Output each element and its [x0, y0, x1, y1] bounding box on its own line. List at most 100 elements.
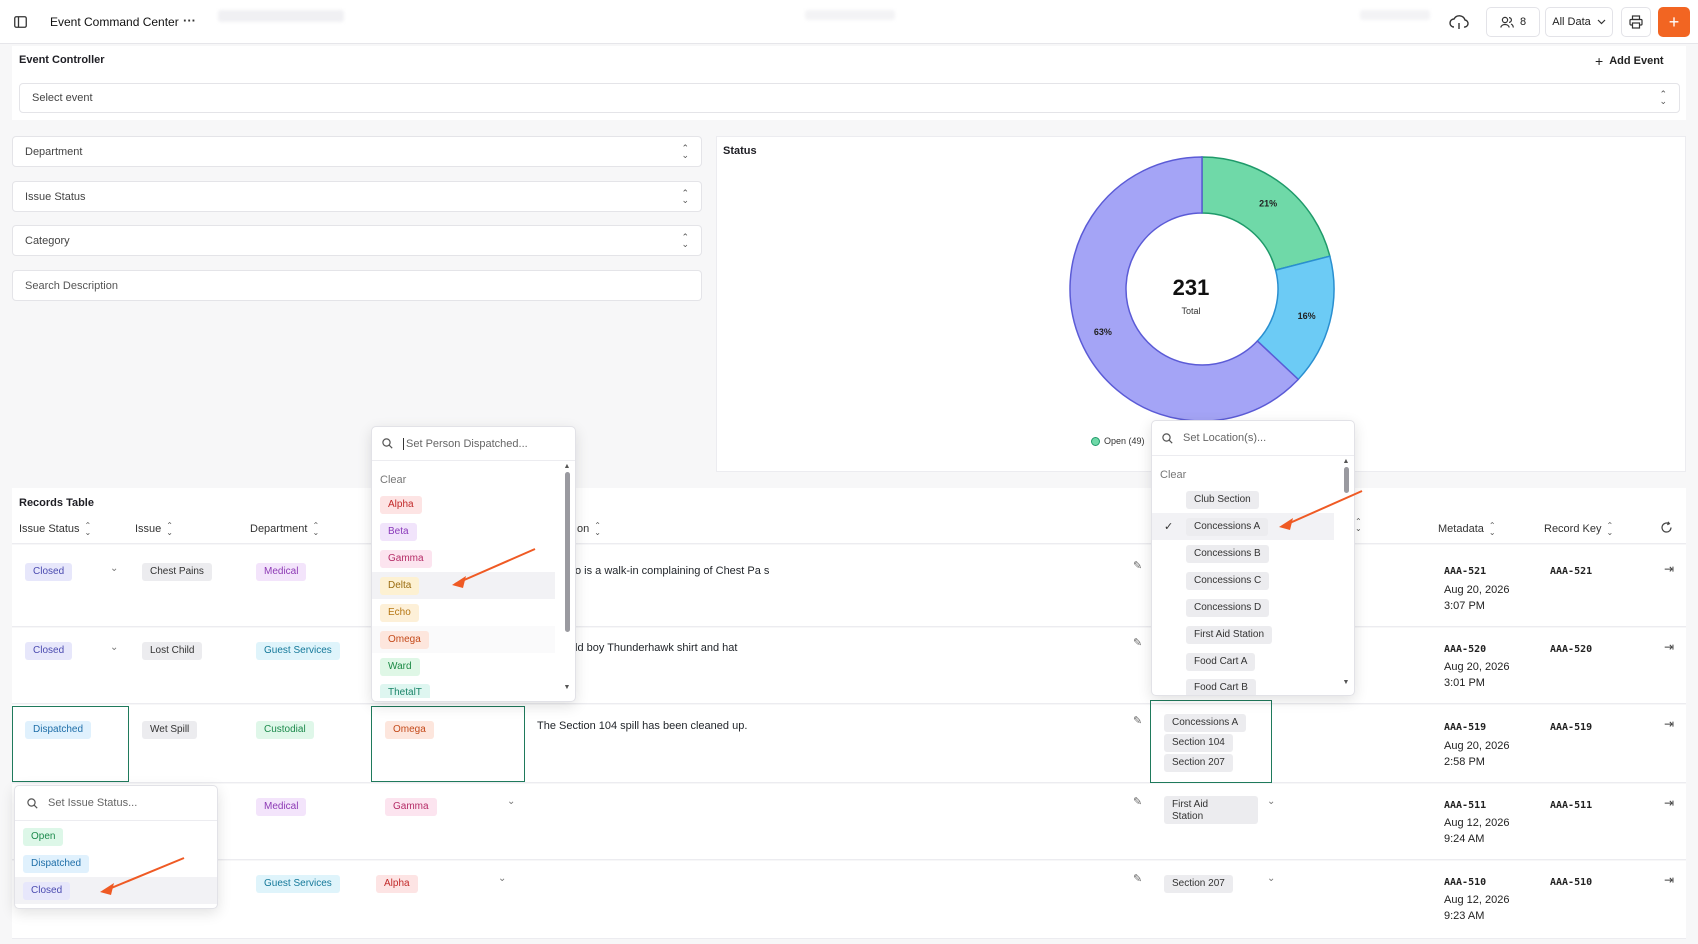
location-option[interactable]: Concessions C — [1152, 567, 1354, 594]
location-dropdown: Set Location(s)... Clear Club Section ✓ … — [1151, 420, 1355, 696]
location-badge: Section 207 — [1164, 875, 1233, 893]
data-filter-dropdown[interactable]: All Data — [1545, 7, 1613, 37]
person-badge[interactable]: Gamma — [385, 798, 437, 816]
issue-status-option[interactable]: Closed — [15, 877, 217, 904]
person-option[interactable]: Ward — [372, 653, 575, 680]
users-button[interactable]: 8 — [1486, 7, 1540, 37]
table-row[interactable]: Medical Gamma ⌄ ✎ First Aid Station ⌄ AA… — [12, 784, 1686, 860]
table-row[interactable]: Dispatched Wet Spill Custodial Omega The… — [12, 700, 1686, 783]
location-option[interactable]: First Aid Station — [1152, 621, 1354, 648]
scroll-up-icon[interactable]: ▲ — [563, 463, 571, 470]
person-option[interactable]: Delta — [372, 572, 555, 599]
location-option[interactable]: ✓ Concessions A — [1152, 513, 1334, 540]
table-row[interactable]: Closed ⌄ Lost Child Guest Services ld bo… — [12, 628, 1686, 704]
edit-pencil-icon[interactable]: ✎ — [1133, 637, 1143, 649]
person-cell-selected[interactable] — [371, 706, 525, 782]
print-button[interactable] — [1621, 7, 1651, 37]
edit-pencil-icon[interactable]: ✎ — [1133, 873, 1143, 885]
sidebar-toggle-icon[interactable] — [12, 14, 28, 30]
person-option[interactable]: Alpha — [372, 491, 575, 518]
edit-pencil-icon[interactable]: ✎ — [1133, 715, 1143, 727]
person-option[interactable]: Gamma — [372, 545, 575, 572]
more-menu-icon[interactable]: ··· — [183, 13, 196, 28]
person-badge[interactable]: Omega — [385, 721, 434, 739]
location-option[interactable]: Food Cart B — [1152, 675, 1354, 695]
location-option-label: Concessions B — [1186, 544, 1269, 563]
record-key: AAA-510 — [1550, 877, 1593, 888]
chevron-down-icon[interactable]: ⌄ — [1267, 873, 1276, 884]
chevron-down-icon[interactable]: ⌄ — [507, 796, 516, 807]
chevron-down-icon[interactable]: ⌄ — [1267, 796, 1276, 807]
edit-pencil-icon[interactable]: ✎ — [1133, 796, 1143, 808]
person-option[interactable]: ThetalT — [372, 680, 575, 698]
status-badge[interactable]: Closed — [25, 642, 73, 660]
issue-status-option[interactable]: Dispatched — [15, 850, 217, 877]
add-event-button[interactable]: + Add Event — [1595, 53, 1664, 69]
issue-status-option-label: Closed — [23, 881, 71, 900]
location-option-label: Concessions D — [1186, 598, 1270, 617]
record-key: AAA-521 — [1550, 566, 1593, 577]
scroll-down-icon[interactable]: ▼ — [563, 684, 571, 691]
status-badge[interactable]: Closed — [25, 563, 73, 581]
person-search[interactable]: Set Person Dispatched... — [372, 427, 575, 461]
open-record-icon[interactable]: ⇥ — [1664, 717, 1675, 731]
edit-pencil-icon[interactable]: ✎ — [1133, 560, 1143, 572]
scroll-up-icon[interactable]: ▲ — [1342, 458, 1350, 465]
open-record-icon[interactable]: ⇥ — [1664, 562, 1675, 576]
person-clear-option[interactable]: Clear — [380, 474, 407, 486]
chevron-down-icon[interactable]: ⌄ — [110, 642, 119, 653]
col-department[interactable]: Department ⌃ ⌄ — [250, 522, 319, 537]
col-issue-status[interactable]: Issue Status ⌃ ⌄ — [19, 522, 91, 537]
scrollbar[interactable]: ▲ ▼ — [1341, 458, 1351, 690]
issue-status-search[interactable]: Set Issue Status... — [15, 786, 217, 820]
scroll-thumb[interactable] — [564, 472, 570, 632]
printer-icon — [1629, 15, 1643, 29]
scroll-down-icon[interactable]: ▼ — [1342, 679, 1350, 686]
issue-status-cell-selected[interactable] — [12, 706, 129, 782]
person-option[interactable]: Omega — [372, 626, 555, 653]
location-search[interactable]: Set Location(s)... — [1152, 421, 1354, 456]
location-option[interactable]: Concessions B — [1152, 540, 1354, 567]
meta-date: Aug 12, 2026 — [1444, 894, 1510, 906]
legend-open[interactable]: Open (49) — [1091, 436, 1145, 446]
chevron-down-icon[interactable]: ⌄ — [498, 873, 507, 884]
location-badge: First Aid Station — [1164, 796, 1258, 824]
donut-slice-open[interactable] — [1201, 156, 1331, 272]
table-row[interactable]: Guest Services Alpha ⌄ ✎ Section 207 ⌄ A… — [12, 861, 1686, 939]
add-button[interactable]: + — [1658, 7, 1690, 37]
scrollbar[interactable]: ▲ ▼ — [562, 463, 572, 695]
search-description-input[interactable]: Search Description — [12, 270, 702, 301]
open-record-icon[interactable]: ⇥ — [1664, 796, 1675, 810]
person-option[interactable]: Echo — [372, 599, 575, 626]
issue-status-search-placeholder: Set Issue Status... — [48, 797, 138, 809]
table-row[interactable]: Closed ⌄ Chest Pains Medical o is a walk… — [12, 545, 1686, 627]
location-option[interactable]: Food Cart A — [1152, 648, 1354, 675]
location-option[interactable]: Concessions D — [1152, 594, 1354, 621]
open-record-icon[interactable]: ⇥ — [1664, 640, 1675, 654]
refresh-icon[interactable] — [1660, 521, 1673, 537]
department-filter[interactable]: Department ⌃ ⌄ — [12, 136, 702, 167]
scroll-thumb[interactable] — [1343, 467, 1349, 493]
select-event-dropdown[interactable]: Select event ⌃ ⌄ — [19, 83, 1680, 113]
department-badge: Guest Services — [256, 642, 340, 660]
person-option[interactable]: Beta — [372, 518, 575, 545]
status-badge[interactable]: Dispatched — [25, 721, 92, 739]
sort-updown-icon: ⌃ ⌄ — [681, 142, 689, 160]
issue-status-option[interactable]: Open — [15, 823, 217, 850]
legend-open-swatch — [1091, 436, 1100, 446]
issue-status-filter[interactable]: Issue Status ⌃ ⌄ — [12, 181, 702, 212]
chevron-down-icon[interactable]: ⌄ — [110, 563, 119, 574]
category-filter[interactable]: Category ⌃ ⌄ — [12, 225, 702, 256]
person-badge[interactable]: Alpha — [376, 875, 418, 893]
location-option[interactable]: Club Section — [1152, 486, 1354, 513]
open-record-icon[interactable]: ⇥ — [1664, 873, 1675, 887]
location-clear-option[interactable]: Clear — [1160, 469, 1187, 481]
location-cell-selected[interactable] — [1150, 700, 1272, 783]
meta-id: AAA-519 — [1444, 722, 1487, 733]
col-record-key[interactable]: Record Key ⌃ ⌄ — [1544, 522, 1613, 537]
cloud-sync-icon[interactable] — [1447, 12, 1471, 32]
col-issue[interactable]: Issue ⌃ ⌄ — [135, 522, 173, 537]
donut-slice-closed[interactable] — [1069, 156, 1300, 422]
col-description[interactable]: on ⌃ ⌄ — [577, 522, 601, 537]
col-metadata[interactable]: Metadata ⌃ ⌄ — [1438, 522, 1496, 537]
